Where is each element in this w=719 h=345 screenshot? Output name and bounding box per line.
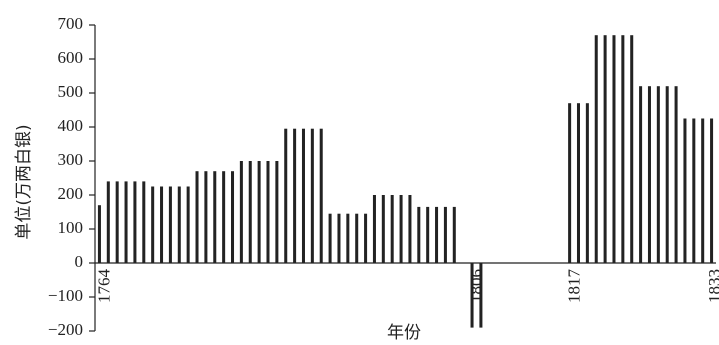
bar [124,181,128,263]
bar [568,103,572,263]
bar [328,213,332,263]
bar [647,86,651,263]
y-tick-label: 700 [58,14,84,33]
bar [195,171,199,263]
y-tick-label: 100 [58,218,84,237]
bar [168,186,172,263]
bar [213,171,217,263]
bar [390,195,394,263]
y-tick-label: −200 [48,320,83,339]
bar [301,128,305,263]
bar [408,195,412,263]
bar [275,161,279,263]
bar [576,103,580,263]
bar [142,181,146,263]
bar [364,213,368,263]
y-tick-label: 0 [75,252,84,271]
bar [257,161,261,263]
bar [186,186,190,263]
bar [355,213,359,263]
bar [293,128,297,263]
bar [426,206,430,263]
bar [346,213,350,263]
bar [106,181,110,263]
bar [151,186,155,263]
x-axis-title: 年份 [387,323,421,343]
year-label: 1764 [94,269,113,304]
y-tick-label: 200 [58,184,84,203]
y-tick-label: 600 [58,48,84,67]
bar [630,35,634,264]
bar [452,206,456,263]
bar [133,181,137,263]
bar [266,161,270,263]
bar [621,35,625,264]
y-tick-label: 300 [58,150,84,169]
bar [692,118,696,263]
bar [97,205,101,263]
bar [594,35,598,264]
bar [204,171,208,263]
bar [479,263,483,328]
bar [639,86,643,263]
bars [97,35,714,328]
bar [337,213,341,263]
y-tick-label: −100 [48,286,83,305]
y-tick-label: 400 [58,116,84,135]
bar [417,206,421,263]
bar [319,128,323,263]
bar [284,128,288,263]
year-label: 1806 [467,269,486,303]
bar [248,161,252,263]
bar [160,186,164,263]
bar [674,86,678,263]
bar [115,181,119,263]
bar [470,263,474,328]
y-axis-title: 单位(万两白银) [14,124,34,239]
year-label: 1833 [705,269,719,303]
bar [372,195,376,263]
bar [603,35,607,264]
bar [585,103,589,263]
bar [399,195,403,263]
bar [656,86,660,263]
bar [443,206,447,263]
bar [612,35,616,264]
bar [231,171,235,263]
bar [310,128,314,263]
bar [222,171,226,263]
bar [177,186,181,263]
year-labels: 1764 1806 1817 1833 [94,269,719,304]
bar [239,161,243,263]
bar [683,118,687,263]
bar [435,206,439,263]
bar [701,118,705,263]
y-axis: −200 −100 0 100 200 300 400 500 600 700 [48,14,96,339]
year-label: 1817 [565,269,584,304]
bar [710,118,714,263]
bar [665,86,669,263]
y-tick-label: 500 [58,82,84,101]
bar [381,195,385,263]
